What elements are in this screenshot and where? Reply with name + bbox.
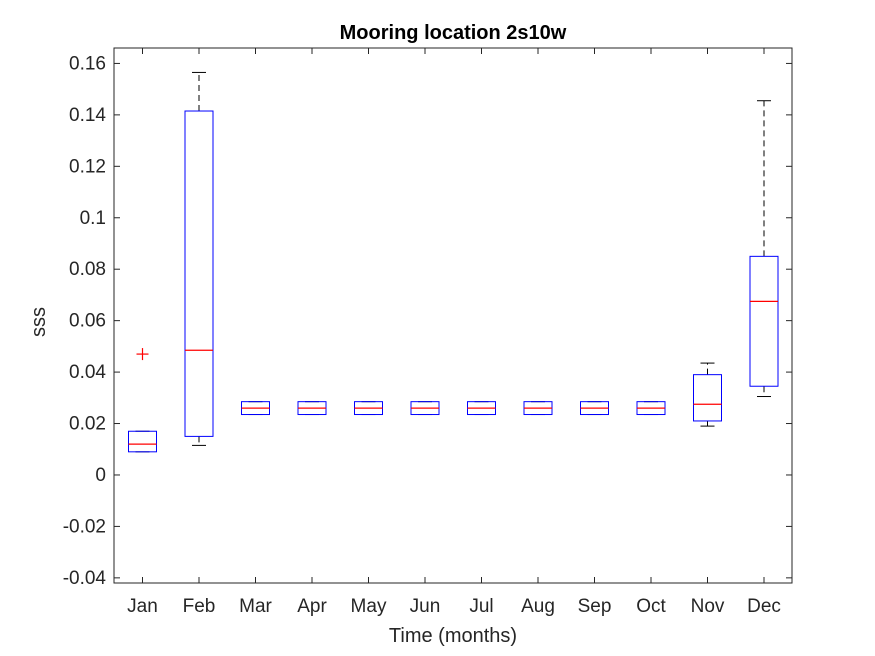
- x-axis-title: Time (months): [389, 625, 517, 647]
- x-tick-label: Nov: [691, 596, 725, 617]
- x-tick-label: Feb: [183, 596, 216, 617]
- x-tick-label: May: [351, 596, 387, 617]
- box-dec: [749, 255, 779, 387]
- y-tick-label: 0.02: [69, 414, 106, 435]
- y-tick-label: -0.04: [63, 568, 107, 589]
- y-tick-label: 0.04: [69, 362, 106, 383]
- x-tick-label: Apr: [297, 596, 327, 617]
- x-tick-label: Jan: [127, 596, 158, 617]
- box-feb: [184, 110, 214, 437]
- plot-area: -0.04 -0.02 0 0.02 0.04 0.06 0.08 0.1 0.12 0.14 0.…: [63, 47, 793, 617]
- box-jan: [128, 430, 157, 453]
- x-tick-label: Jul: [469, 596, 493, 617]
- y-tick-label: 0.14: [69, 105, 106, 126]
- y-tick-label: 0.06: [69, 311, 106, 332]
- y-tick-label: -0.02: [63, 516, 106, 537]
- y-tick-label: 0.16: [69, 53, 106, 74]
- y-axis-title: sss: [28, 307, 50, 337]
- y-tick-label: 0.08: [69, 259, 106, 280]
- x-tick-label: Sep: [578, 596, 612, 617]
- x-tick-label: Dec: [747, 596, 781, 617]
- x-tick-label: Jun: [410, 596, 441, 617]
- x-tick-label: Aug: [521, 596, 555, 617]
- y-tick-label: 0.1: [80, 208, 106, 229]
- x-tick-label: Oct: [636, 596, 666, 617]
- y-tick-label: 0: [95, 465, 106, 486]
- box-nov: [693, 374, 722, 422]
- chart-title: Mooring location 2s10w: [340, 22, 567, 44]
- x-tick-label: Mar: [239, 596, 272, 617]
- y-tick-label: 0.12: [69, 156, 106, 177]
- axes-frame: [113, 47, 793, 584]
